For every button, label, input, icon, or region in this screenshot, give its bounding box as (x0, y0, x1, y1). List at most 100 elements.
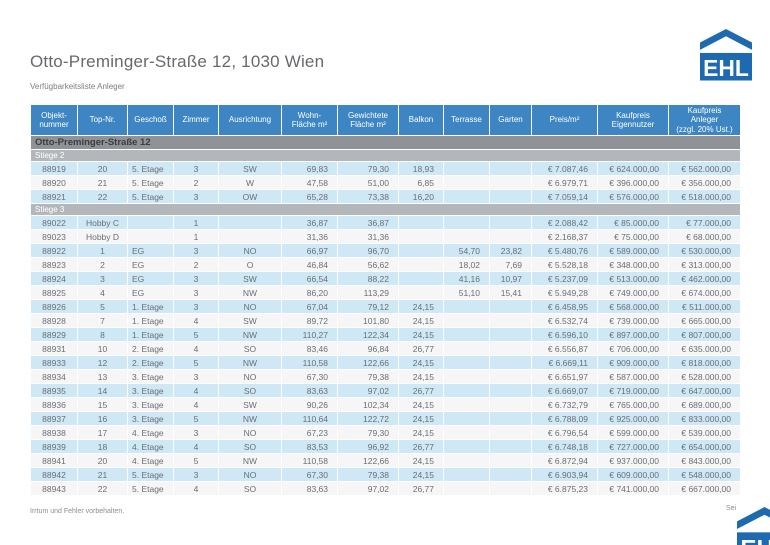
cell: O (218, 257, 282, 272)
cell: 88943 (30, 481, 78, 496)
cell: 67,30 (281, 369, 338, 384)
cell: 69,83 (281, 161, 338, 176)
cell (443, 355, 490, 370)
cell: 4 (77, 285, 128, 300)
cell: 51,10 (443, 285, 490, 300)
cell: € 6.875,23 (531, 481, 598, 496)
cell: SO (218, 341, 282, 356)
cell: € 68.000,00 (668, 229, 741, 244)
cell: EG (127, 285, 174, 300)
cell (489, 229, 532, 244)
cell: 3. Etage (127, 383, 174, 398)
cell: 2. Etage (127, 341, 174, 356)
cell (127, 229, 174, 244)
logo-roof-icon (700, 29, 752, 50)
table-row: 88925 4 EG 3 NW 86,20 113,29 51,10 15,41 € 5.949,… (30, 285, 741, 300)
cell: 96,92 (337, 439, 399, 454)
cell: 122,66 (337, 453, 399, 468)
cell (489, 453, 532, 468)
availability-table-container: Objekt- nummer Top-Nr. Geschoß Zimmer Ausric… (30, 104, 741, 496)
cell: 10 (77, 341, 128, 356)
cell: NW (218, 453, 282, 468)
cell: 101,80 (337, 313, 399, 328)
column-header-6: Gewichtete Fläche m² (337, 104, 399, 136)
cell: 16 (77, 411, 128, 426)
cell: 110,27 (281, 327, 338, 342)
column-header-3: Zimmer (173, 104, 219, 136)
cell: 122,66 (337, 355, 399, 370)
logo-roof-icon (737, 507, 770, 530)
column-header-9: Garten (489, 104, 532, 136)
table-row: 88942 21 5. Etage 3 NO 67,30 79,38 24,15 € 6.903… (30, 467, 741, 482)
cell: € 348.000,00 (597, 257, 669, 272)
cell: € 674.000,00 (668, 285, 741, 300)
cell: € 2.088,42 (531, 215, 598, 230)
cell: 4 (173, 439, 219, 454)
cell: 21 (77, 175, 128, 190)
cell: 89022 (30, 215, 78, 230)
cell: 88936 (30, 397, 78, 412)
cell: 83,46 (281, 341, 338, 356)
cell: 5 (173, 411, 219, 426)
cell (443, 425, 490, 440)
cell: SW (218, 271, 282, 286)
cell: 66,97 (281, 243, 338, 258)
table-row: 88939 18 4. Etage 4 SO 83,53 96,92 26,77 € 6.748… (30, 439, 741, 454)
building-header-label: Otto-Preminger-Straße 12 (30, 135, 741, 150)
cell: 3 (173, 243, 219, 258)
cell: € 6.979,71 (531, 175, 598, 190)
cell: 88926 (30, 299, 78, 314)
cell (398, 271, 444, 286)
cell: 18,93 (398, 161, 444, 176)
cell: € 741.000,00 (597, 481, 669, 496)
cell: € 518.000,00 (668, 189, 741, 204)
cell (218, 215, 282, 230)
cell: € 77.000,00 (668, 215, 741, 230)
cell (489, 215, 532, 230)
cell: € 647.000,00 (668, 383, 741, 398)
cell: 110,58 (281, 453, 338, 468)
cell: 54,70 (443, 243, 490, 258)
cell: 26,77 (398, 439, 444, 454)
cell: € 6.903,94 (531, 467, 598, 482)
cell: 110,64 (281, 411, 338, 426)
cell: 79,38 (337, 467, 399, 482)
cell: € 833.000,00 (668, 411, 741, 426)
cell: € 749.000,00 (597, 285, 669, 300)
cell (443, 161, 490, 176)
cell: 96,70 (337, 243, 399, 258)
cell: 88919 (30, 161, 78, 176)
cell: € 576.000,00 (597, 189, 669, 204)
cell (489, 383, 532, 398)
cell: € 925.000,00 (597, 411, 669, 426)
section-header-row: Stiege 2 (30, 149, 741, 162)
cell (443, 481, 490, 496)
cell: € 6.556,87 (531, 341, 598, 356)
cell: 88941 (30, 453, 78, 468)
cell: 88929 (30, 327, 78, 342)
cell (489, 189, 532, 204)
cell: EG (127, 257, 174, 272)
cell: 89023 (30, 229, 78, 244)
cell: € 654.000,00 (668, 439, 741, 454)
cell: 5. Etage (127, 481, 174, 496)
column-header-2: Geschoß (127, 104, 174, 136)
cell: € 75.000,00 (597, 229, 669, 244)
table-row: 88933 12 2. Etage 5 NW 110,58 122,66 24,15 € 6.6… (30, 355, 741, 370)
cell: 73,38 (337, 189, 399, 204)
cell: € 356.000,00 (668, 175, 741, 190)
cell: 24,15 (398, 397, 444, 412)
cell: € 568.000,00 (597, 299, 669, 314)
page-subtitle: Verfügbarkeitsliste Anleger (30, 82, 125, 91)
cell (443, 299, 490, 314)
cell: 66,54 (281, 271, 338, 286)
cell (489, 411, 532, 426)
table-row: 88923 2 EG 2 O 46,84 56,62 18,02 7,69 € 5.528,18 €… (30, 257, 741, 272)
column-header-7: Balkon (398, 104, 444, 136)
cell: 3 (173, 299, 219, 314)
table-row: 88934 13 3. Etage 3 NO 67,30 79,38 24,15 € 6.651… (30, 369, 741, 384)
cell (489, 313, 532, 328)
cell (398, 215, 444, 230)
cell: 3 (173, 369, 219, 384)
